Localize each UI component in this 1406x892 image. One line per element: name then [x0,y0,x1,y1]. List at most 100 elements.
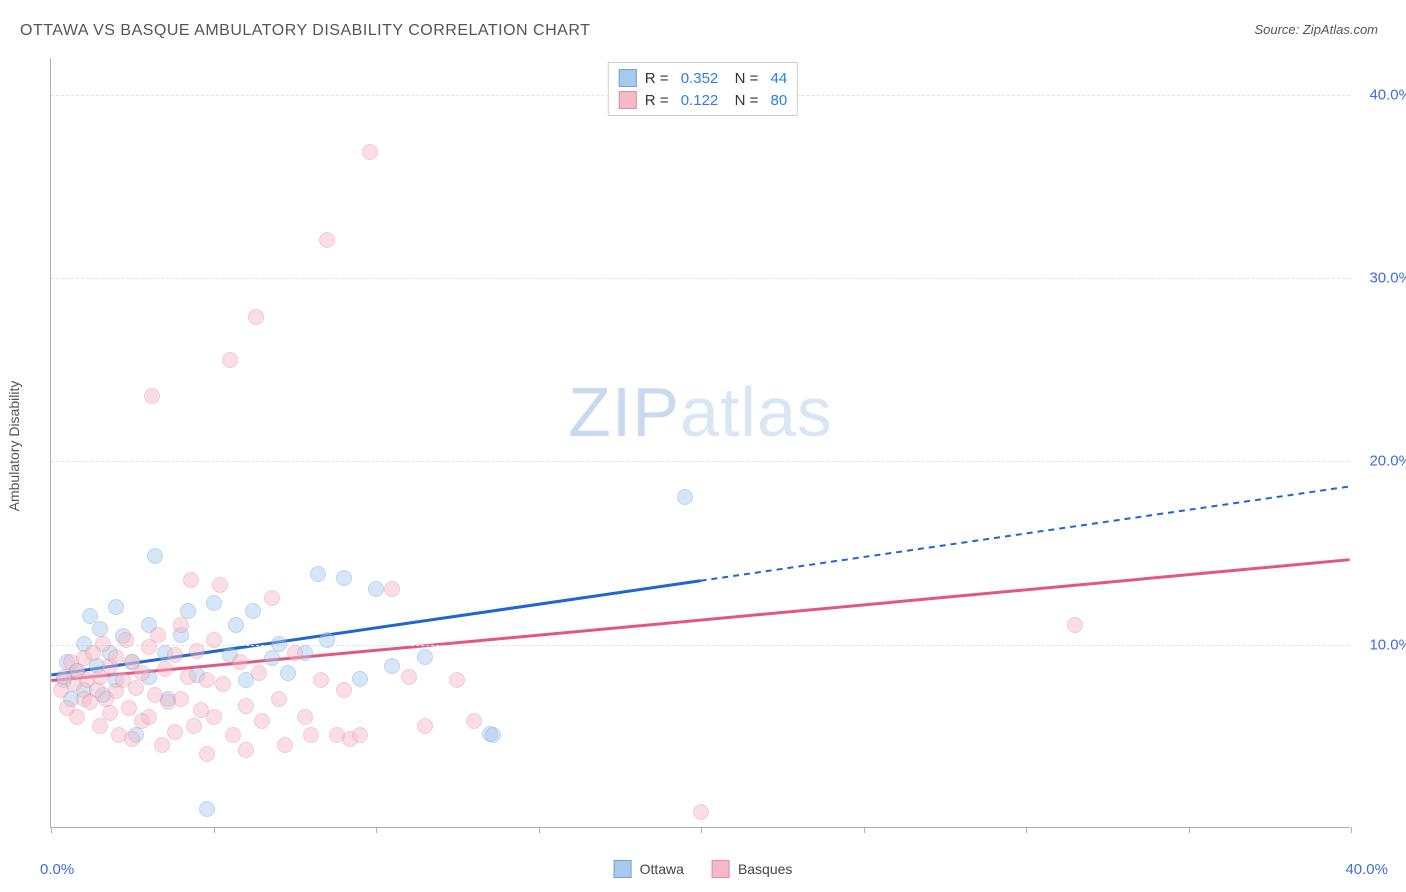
data-point [251,665,267,681]
basques-swatch [619,91,637,109]
data-point [212,577,228,593]
data-point [206,632,222,648]
y-tick-label: 10.0% [1356,636,1406,653]
x-tick [1026,827,1027,833]
gridline [51,645,1350,646]
data-point [313,672,329,688]
data-point [248,309,264,325]
data-point [271,636,287,652]
data-point [222,352,238,368]
x-tick [701,827,702,833]
data-point [199,672,215,688]
gridline [51,278,1350,279]
data-point [1067,617,1083,633]
data-point [199,801,215,817]
data-point [102,705,118,721]
data-point [384,581,400,597]
data-point [417,649,433,665]
data-point [173,691,189,707]
data-point [238,698,254,714]
data-point [189,643,205,659]
legend-item-ottawa: Ottawa [614,860,684,878]
data-point [108,649,124,665]
data-point [144,388,160,404]
data-point [401,669,417,685]
gridline [51,461,1350,462]
data-point [417,718,433,734]
x-tick [51,827,52,833]
data-point [254,713,270,729]
source-label: Source: ZipAtlas.com [1254,22,1378,37]
data-point [215,676,231,692]
data-point [154,737,170,753]
y-tick-label: 30.0% [1356,270,1406,287]
data-point [352,727,368,743]
basques-swatch-icon [712,860,730,878]
data-point [368,581,384,597]
chart-container: OTTAWA VS BASQUE AMBULATORY DISABILITY C… [0,0,1406,892]
chart-title: OTTAWA VS BASQUE AMBULATORY DISABILITY C… [20,22,590,40]
legend-item-basques: Basques [712,860,792,878]
data-point [180,603,196,619]
data-point [95,636,111,652]
data-point [232,654,248,670]
data-point [167,647,183,663]
data-point [157,661,173,677]
x-tick [539,827,540,833]
data-point [69,709,85,725]
data-point [167,724,183,740]
data-point [280,665,296,681]
data-point [319,232,335,248]
data-point [108,599,124,615]
x-tick [1351,827,1352,833]
data-point [677,489,693,505]
data-point [264,590,280,606]
data-point [384,658,400,674]
y-tick-label: 40.0% [1356,86,1406,103]
watermark: ZIPatlas [568,372,833,452]
data-point [199,746,215,762]
data-point [297,709,313,725]
data-point [352,671,368,687]
x-tick [1189,827,1190,833]
stats-row-ottawa: R = 0.352 N = 44 [619,67,787,89]
data-point [336,570,352,586]
data-point [277,737,293,753]
data-point [206,709,222,725]
data-point [449,672,465,688]
x-tick [376,827,377,833]
data-point [183,572,199,588]
ottawa-swatch-icon [614,860,632,878]
data-point [180,669,196,685]
legend-label-basques: Basques [738,861,792,877]
data-point [245,603,261,619]
legend-label-ottawa: Ottawa [640,861,684,877]
data-point [186,718,202,734]
data-point [147,548,163,564]
data-point [118,632,134,648]
y-tick-label: 20.0% [1356,453,1406,470]
data-point [336,682,352,698]
data-point [238,742,254,758]
data-point [303,727,319,743]
data-point [485,727,501,743]
data-point [693,804,709,820]
data-point [264,650,280,666]
data-point [141,709,157,725]
data-point [128,680,144,696]
data-point [206,595,222,611]
x-axis-max-label: 40.0% [1345,861,1388,878]
data-point [92,621,108,637]
x-axis-min-label: 0.0% [40,861,74,878]
ottawa-swatch [619,69,637,87]
data-point [310,566,326,582]
x-tick [864,827,865,833]
data-point [287,645,303,661]
data-point [150,627,166,643]
data-point [228,617,244,633]
x-tick [214,827,215,833]
stats-row-basques: R = 0.122 N = 80 [619,89,787,111]
data-point [225,727,241,743]
data-point [319,632,335,648]
data-point [466,713,482,729]
